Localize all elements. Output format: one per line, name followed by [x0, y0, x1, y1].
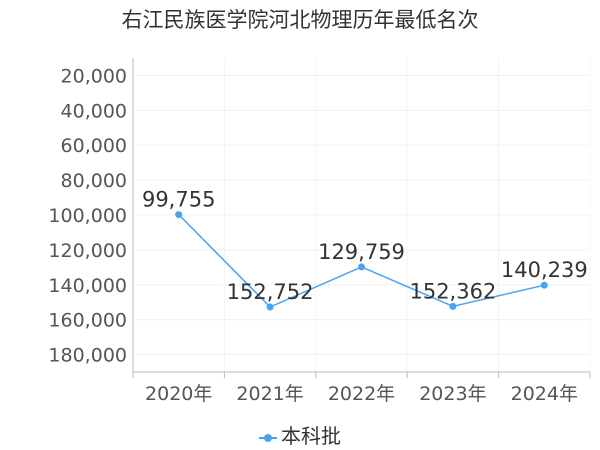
y-tick-label: 20,000: [61, 65, 127, 87]
y-axis-ticks: 20,000 40,000 60,000 80,000 100,000 120,000 14…: [48, 65, 127, 366]
grid: [132, 58, 591, 372]
x-tick-label: 2022年: [328, 383, 395, 405]
data-label: 129,759: [318, 240, 405, 264]
x-tick-label: 2024年: [511, 383, 578, 405]
legend-label: 本科批: [281, 424, 341, 448]
data-label: 152,752: [227, 280, 314, 304]
axes: [132, 58, 591, 378]
data-label: 152,362: [409, 279, 496, 303]
chart-title: 右江民族医学院河北物理历年最低名次: [121, 8, 479, 32]
data-label: 140,239: [501, 258, 588, 282]
data-points: [175, 211, 548, 311]
y-tick-label: 60,000: [61, 135, 127, 157]
data-point: [358, 263, 365, 271]
legend[interactable]: 本科批: [0, 420, 600, 449]
y-tick-label: 80,000: [61, 170, 127, 192]
x-tick-label: 2021年: [236, 383, 303, 405]
data-point: [540, 281, 548, 289]
y-tick-label: 40,000: [61, 100, 127, 122]
x-tick-label: 2020年: [145, 383, 212, 405]
data-point: [449, 302, 457, 310]
y-tick-label: 180,000: [48, 345, 127, 367]
legend-marker: [259, 433, 277, 443]
y-tick-label: 140,000: [48, 275, 127, 297]
data-label: 99,755: [142, 188, 215, 212]
y-tick-label: 160,000: [48, 310, 127, 332]
y-tick-label: 100,000: [48, 205, 127, 227]
data-point: [175, 211, 183, 219]
data-point: [266, 303, 274, 311]
y-tick-label: 120,000: [48, 240, 127, 262]
x-axis-ticks: 2020年 2021年 2022年 2023年 2024年: [145, 383, 578, 405]
x-tick-label: 2023年: [419, 383, 486, 405]
